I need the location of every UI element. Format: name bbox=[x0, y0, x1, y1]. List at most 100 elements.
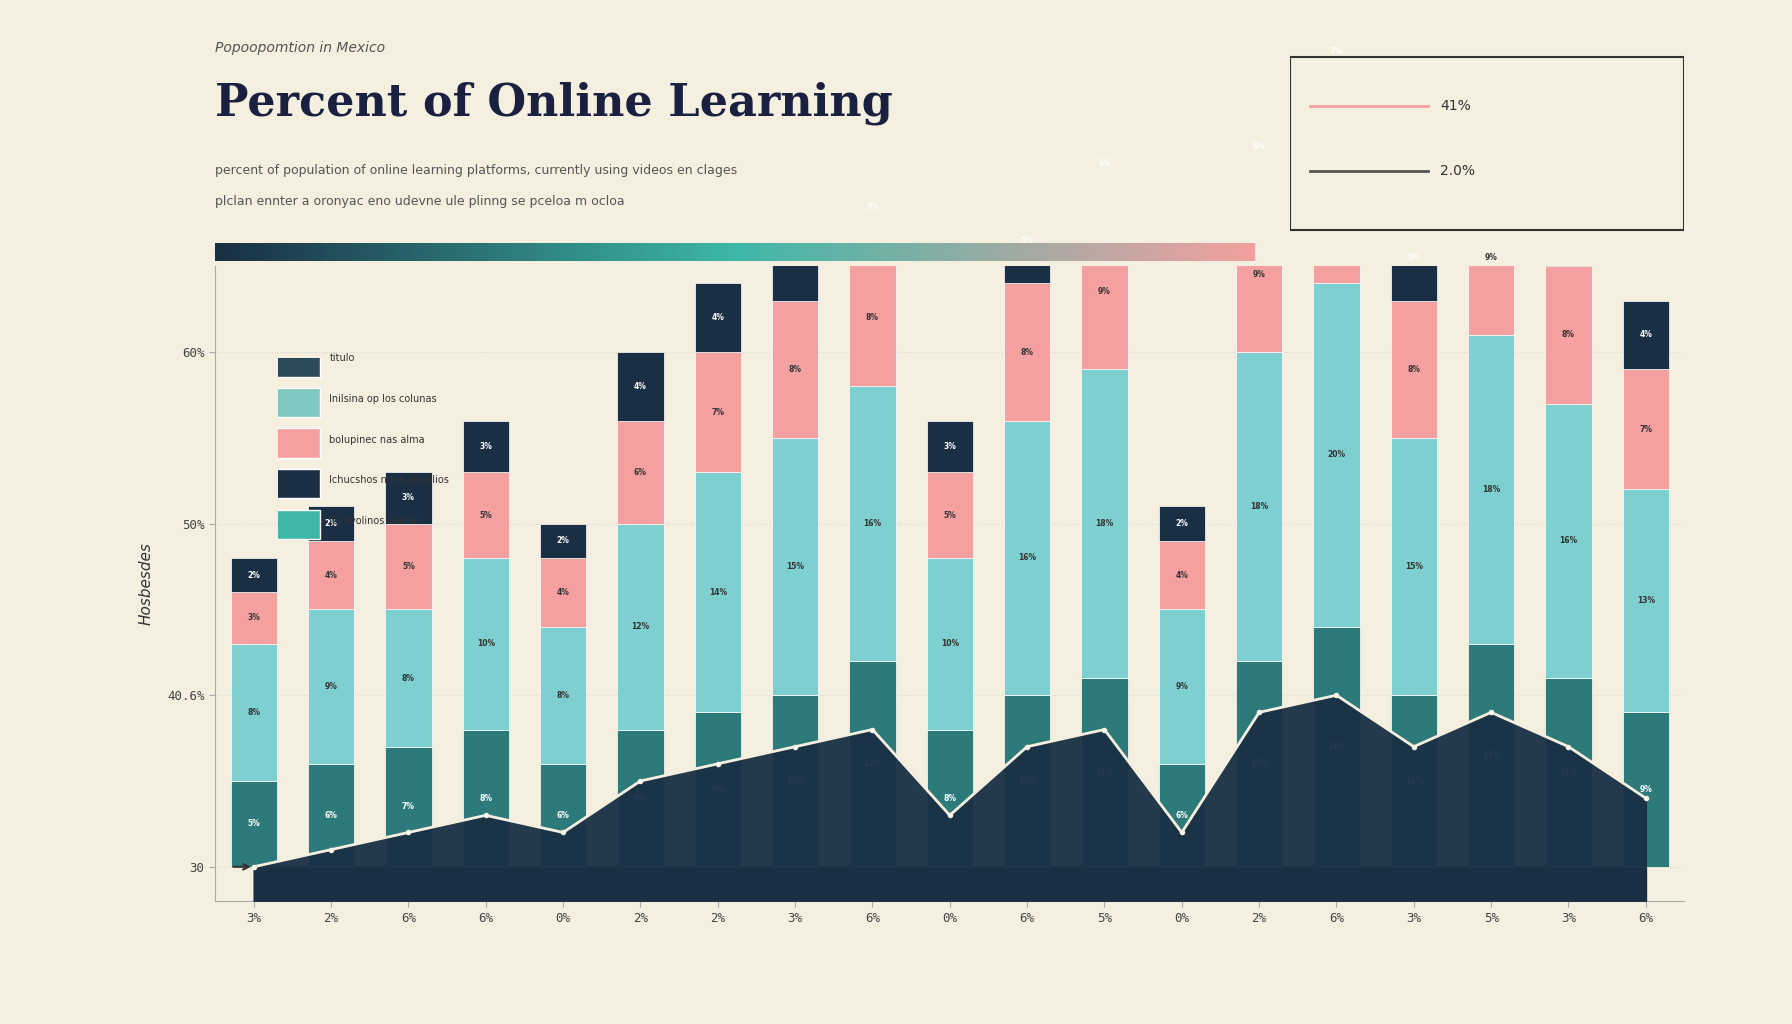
Text: 8%: 8% bbox=[943, 794, 957, 803]
Bar bbox=[539, 558, 586, 627]
Text: 2%: 2% bbox=[247, 570, 260, 580]
Text: 10%: 10% bbox=[1405, 776, 1423, 785]
Text: 20%: 20% bbox=[1328, 451, 1346, 460]
Bar bbox=[462, 558, 509, 729]
Text: 3%: 3% bbox=[401, 494, 414, 503]
Bar bbox=[1236, 660, 1283, 866]
Text: 15%: 15% bbox=[1405, 562, 1423, 571]
Bar bbox=[616, 729, 663, 866]
Bar bbox=[308, 609, 355, 764]
Text: Popoopomtion in Mexico: Popoopomtion in Mexico bbox=[215, 41, 385, 55]
Bar bbox=[385, 523, 432, 609]
Text: 4%: 4% bbox=[557, 588, 570, 597]
Text: 10%: 10% bbox=[941, 639, 959, 648]
Text: 9%: 9% bbox=[1253, 270, 1265, 280]
Bar bbox=[926, 729, 973, 866]
Bar bbox=[616, 421, 663, 523]
Text: 5%: 5% bbox=[943, 511, 957, 519]
Text: 2%: 2% bbox=[1176, 519, 1188, 528]
Text: 6%: 6% bbox=[324, 811, 337, 820]
Text: 12%: 12% bbox=[864, 760, 882, 768]
Bar bbox=[772, 438, 819, 695]
Bar bbox=[772, 695, 819, 866]
Text: 5%: 5% bbox=[866, 202, 878, 211]
Text: 5%: 5% bbox=[1563, 219, 1575, 228]
Text: 5%: 5% bbox=[1021, 236, 1034, 245]
Text: 16%: 16% bbox=[1018, 553, 1036, 562]
Bar bbox=[1622, 301, 1668, 370]
Text: 3%: 3% bbox=[478, 442, 493, 451]
Bar bbox=[1622, 370, 1668, 489]
Bar bbox=[926, 472, 973, 558]
Text: 14%: 14% bbox=[708, 588, 728, 597]
Bar bbox=[231, 592, 278, 644]
Bar bbox=[849, 660, 896, 866]
Bar bbox=[1545, 266, 1591, 403]
Text: 3%: 3% bbox=[247, 613, 260, 623]
Text: 8%: 8% bbox=[1021, 347, 1034, 356]
Text: 41%: 41% bbox=[1441, 99, 1471, 114]
Bar bbox=[1004, 284, 1050, 421]
Bar bbox=[1081, 678, 1127, 866]
Text: 9%: 9% bbox=[1640, 785, 1652, 794]
Text: 2.0%: 2.0% bbox=[1441, 164, 1475, 178]
Text: 9%: 9% bbox=[1098, 288, 1111, 297]
Bar bbox=[308, 764, 355, 866]
Text: 8%: 8% bbox=[401, 674, 416, 683]
Bar bbox=[231, 558, 278, 592]
Bar bbox=[1081, 370, 1127, 678]
Text: 6%: 6% bbox=[1253, 141, 1265, 151]
Bar bbox=[1159, 764, 1204, 866]
Bar bbox=[1622, 713, 1668, 866]
Text: 3%: 3% bbox=[943, 442, 957, 451]
Text: 18%: 18% bbox=[1482, 484, 1500, 494]
Text: 5%: 5% bbox=[478, 511, 493, 519]
Text: 8%: 8% bbox=[866, 313, 878, 323]
Text: 8%: 8% bbox=[557, 691, 570, 699]
Bar bbox=[385, 472, 432, 523]
Bar bbox=[1545, 678, 1591, 866]
FancyBboxPatch shape bbox=[274, 388, 319, 418]
Text: 9%: 9% bbox=[1176, 682, 1188, 691]
Text: 12%: 12% bbox=[631, 622, 649, 631]
Bar bbox=[1081, 112, 1127, 215]
Text: 5%: 5% bbox=[1407, 253, 1421, 262]
Bar bbox=[1468, 644, 1514, 866]
Text: 8%: 8% bbox=[1407, 365, 1421, 374]
Bar bbox=[1236, 352, 1283, 660]
Bar bbox=[1314, 112, 1360, 284]
Bar bbox=[462, 472, 509, 558]
Bar bbox=[1468, 180, 1514, 335]
Text: Ichucshos nons porullios: Ichucshos nons porullios bbox=[330, 475, 450, 485]
Bar bbox=[695, 284, 740, 352]
Text: plclan ennter a oronyac eno udevne ule plinng se pceloa m ocloa: plclan ennter a oronyac eno udevne ule p… bbox=[215, 195, 625, 208]
Text: bolupinec nas alma: bolupinec nas alma bbox=[330, 434, 425, 444]
Text: 7%: 7% bbox=[401, 802, 416, 811]
Text: 2%: 2% bbox=[557, 537, 570, 546]
Bar bbox=[849, 163, 896, 249]
Text: 11%: 11% bbox=[1559, 768, 1577, 777]
Text: 4%: 4% bbox=[324, 570, 337, 580]
Bar bbox=[772, 215, 819, 301]
Text: 4%: 4% bbox=[1176, 570, 1188, 580]
Text: 16%: 16% bbox=[864, 519, 882, 528]
Bar bbox=[385, 746, 432, 866]
Bar bbox=[1159, 541, 1204, 609]
Text: 4%: 4% bbox=[634, 382, 647, 391]
Bar bbox=[695, 472, 740, 713]
Bar bbox=[616, 352, 663, 421]
Text: 10%: 10% bbox=[477, 639, 495, 648]
Text: 6%: 6% bbox=[634, 468, 647, 476]
Bar bbox=[308, 507, 355, 541]
Bar bbox=[1004, 695, 1050, 866]
Text: 9%: 9% bbox=[324, 682, 337, 691]
Text: 4%: 4% bbox=[1640, 331, 1652, 339]
Bar bbox=[1314, 627, 1360, 866]
Text: 4%: 4% bbox=[711, 313, 724, 323]
Text: percent of population of online learning platforms, currently using videos en cl: percent of population of online learning… bbox=[215, 164, 737, 177]
Text: 8%: 8% bbox=[247, 708, 260, 717]
Text: 7%: 7% bbox=[1330, 47, 1342, 56]
Bar bbox=[231, 781, 278, 866]
Text: 8%: 8% bbox=[788, 365, 801, 374]
Text: 6%: 6% bbox=[1176, 811, 1188, 820]
